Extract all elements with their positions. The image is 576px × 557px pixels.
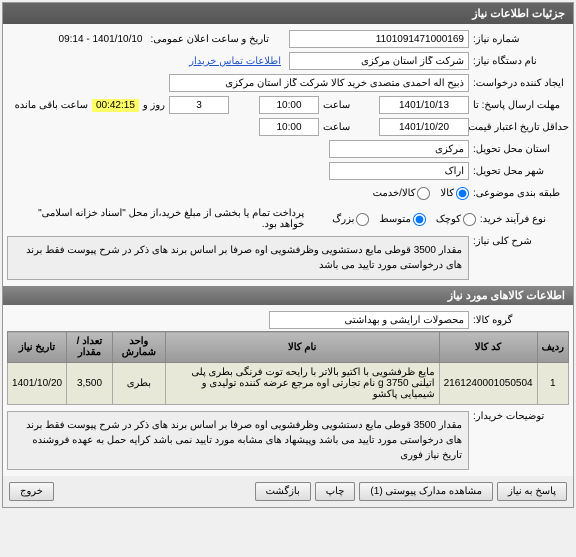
label-category: طبقه بندی موضوعی: [469, 188, 569, 199]
back-button[interactable]: بازگشت [255, 482, 311, 501]
respond-button[interactable]: پاسخ به نیاز [497, 482, 567, 501]
cell-name: مایع ظرفشویی با اکتیو بالاتر با رایحه تو… [165, 363, 439, 405]
validity-time[interactable] [259, 118, 319, 136]
label-saat2: ساعت [319, 122, 379, 133]
radio-khadmat[interactable]: کالا/خدمت [373, 187, 431, 200]
table-row[interactable]: 1 2161240001050504 مایع ظرفشویی با اکتیو… [8, 363, 569, 405]
cell-unit: بطری [112, 363, 165, 405]
th-name: نام کالا [165, 332, 439, 363]
buyer-desc: مقدار 3500 قوطی مایع دستشویی وظرفشویی او… [7, 411, 469, 470]
group-field[interactable] [269, 311, 469, 329]
label-deadline: مهلت ارسال پاسخ: تا [469, 100, 569, 111]
print-button[interactable]: چاپ [315, 482, 356, 501]
niaz-no-field[interactable] [289, 30, 469, 48]
payment-note: پرداخت تمام یا بخشی از مبلغ خرید،از محل … [7, 206, 312, 232]
deadline-time[interactable] [259, 96, 319, 114]
attachments-button[interactable]: مشاهده مدارک پیوستی (1) [359, 482, 493, 501]
label-province: استان محل تحویل: [469, 144, 569, 155]
exit-button[interactable]: خروج [9, 482, 54, 501]
footer-buttons: پاسخ به نیاز مشاهده مدارک پیوستی (1) چاپ… [3, 476, 573, 507]
label-announce: تاریخ و ساعت اعلان عمومی: [147, 34, 270, 45]
goods-header: اطلاعات کالاهای مورد نیاز [3, 286, 573, 305]
province-field[interactable] [329, 140, 469, 158]
validity-date[interactable] [379, 118, 469, 136]
label-rooz: روز و [139, 100, 169, 111]
label-niaz-no: شماره نیاز: [469, 34, 569, 45]
cell-idx: 1 [537, 363, 568, 405]
cell-date: 1401/10/20 [8, 363, 67, 405]
countdown-days [169, 96, 229, 114]
cell-code: 2161240001050504 [439, 363, 537, 405]
label-creator: ایجاد کننده درخواست: [469, 78, 569, 89]
th-idx: ردیف [537, 332, 568, 363]
deadline-date[interactable] [379, 96, 469, 114]
panel-title: جزئیات اطلاعات نیاز [3, 3, 573, 24]
label-group: گروه کالا: [469, 315, 569, 326]
th-date: تاریخ نیاز [8, 332, 67, 363]
radio-mid[interactable]: متوسط [379, 213, 425, 226]
key-desc: مقدار 3500 قوطی مایع دستشویی وظرفشویی او… [7, 236, 469, 280]
label-buyer-desc: توضیحات خریدار: [469, 411, 569, 422]
city-field[interactable] [329, 162, 469, 180]
details-panel: جزئیات اطلاعات نیاز شماره نیاز: تاریخ و … [2, 2, 574, 508]
label-city: شهر محل تحویل: [469, 166, 569, 177]
radio-small[interactable]: کوچک [436, 213, 476, 226]
th-code: کد کالا [439, 332, 537, 363]
cell-qty: 3,500 [67, 363, 113, 405]
label-buytype: نوع فرآیند خرید: [476, 214, 569, 225]
countdown-time: 00:42:15 [92, 99, 139, 112]
buytype-radios: کوچک متوسط بزرگ [332, 213, 476, 226]
radio-big[interactable]: بزرگ [332, 213, 369, 226]
form-body: شماره نیاز: تاریخ و ساعت اعلان عمومی: 14… [3, 24, 573, 286]
table-header-row: ردیف کد کالا نام کالا واحد شمارش تعداد /… [8, 332, 569, 363]
org-field[interactable] [289, 52, 469, 70]
category-radios: کالا کالا/خدمت [373, 187, 469, 200]
announce-value: 1401/10/10 - 09:14 [55, 34, 147, 45]
radio-kala[interactable]: کالا [440, 187, 469, 200]
goods-table: ردیف کد کالا نام کالا واحد شمارش تعداد /… [7, 331, 569, 405]
label-key: شرح کلی نیاز: [469, 236, 569, 247]
label-org: نام دستگاه نیاز: [469, 56, 569, 67]
creator-field[interactable] [169, 74, 469, 92]
th-unit: واحد شمارش [112, 332, 165, 363]
th-qty: تعداد / مقدار [67, 332, 113, 363]
contact-link[interactable]: اطلاعات تماس خریدار [189, 56, 281, 67]
label-validity: حداقل تاریخ اعتبار قیمت: تا [469, 122, 569, 133]
label-remain: ساعت باقی مانده [11, 100, 92, 111]
label-saat1: ساعت [319, 100, 379, 111]
